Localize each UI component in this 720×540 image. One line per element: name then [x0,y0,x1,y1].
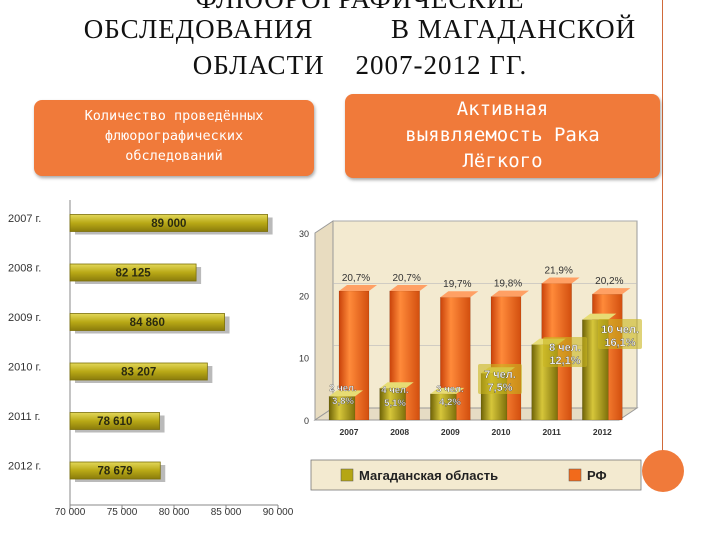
legend-label-rf: РФ [587,468,607,483]
magadan-label-bg [478,364,522,394]
magadan-label-count: 2 чел. [329,383,356,394]
slide-title-line-2: ОБЛАСТИ 2007-2012 ГГ. [192,50,528,80]
x-tick-label: 70 000 [55,507,86,518]
bar [69,263,197,282]
decorative-circle [642,450,684,492]
magadan-label-percent: 5,1% [384,398,406,409]
magadan-label-percent: 4,2% [439,397,461,408]
category-label: 2010 г. [8,362,41,374]
screenings-bar-chart: 70 000 75 000 80 000 85 000 90 000 2007 г. 89 … [8,200,294,518]
bar [69,461,161,480]
y-tick-label: 10 [299,354,309,364]
magadan-label-percent: 12,1% [549,355,580,367]
rf-value-label: 20,7% [342,273,370,284]
rf-bar-top [389,284,428,291]
rf-bar-top [339,284,377,291]
magadan-label-count: 10 чел. [601,324,639,336]
x-category-label: 2012 [593,427,612,437]
bar-value-label: 78 610 [97,416,132,428]
decorative-line [662,0,663,455]
category-label: 2009 г. [8,312,41,324]
magadan-bar-top [430,387,465,394]
y-tick-label: 20 [299,291,309,301]
bar-value-label: 78 679 [98,466,133,478]
left-caption-box: Количество проведённых флюорографических… [34,100,314,176]
left-caption-line: Количество проведённых [84,108,264,124]
category-label: 2012 г. [8,461,41,473]
right-caption-line: выявляемость Рака [405,124,600,146]
slide-title-line-0: ФЛЮОРОГРАФИЧЕСКИЕ [0,0,720,15]
x-tick-label: 90 000 [263,507,294,518]
rf-bar-top [491,290,529,297]
bar [69,214,269,232]
x-category-label: 2007 [340,427,359,437]
rf-bar-top [592,288,631,295]
legend-label-magadan: Магаданская область [359,468,498,483]
lung-cancer-detection-chart: 0 10 20 30 20,7% 2007 20,7% 2008 19,7% 2009 19,8% 2… [299,220,642,491]
magadan-label-count: 4 чел. [381,385,408,396]
x-category-label: 2008 [390,427,409,437]
legend-swatch-rf [568,468,582,482]
magadan-label-bg [543,337,587,367]
rf-bar-top [440,291,479,298]
bar-value-label: 83 207 [121,367,156,379]
legend-swatch-magadan [340,468,354,482]
legend: Магаданская область РФ [310,459,642,491]
legend-box [310,459,642,491]
rf-value-label: 19,8% [494,279,522,290]
y-tick-label: 30 [299,229,309,239]
category-label: 2007 г. [8,213,41,225]
magadan-label-percent: 3,8% [332,396,354,407]
bar [69,313,225,331]
x-category-label: 2010 [492,427,511,437]
x-tick-label: 85 000 [211,507,242,518]
bar-value-label: 82 125 [115,268,151,280]
rf-value-label: 19,7% [443,279,471,290]
y-tick-label: 0 [304,416,309,426]
magadan-label-bg [598,319,642,349]
rf-value-label: 20,7% [392,273,420,284]
bar-value-label: 89 000 [151,218,186,230]
right-caption-box: Активная выявляемость Рака Лёгкого [345,94,660,178]
x-tick-label: 75 000 [107,507,138,518]
magadan-label-percent: 7,5% [487,382,512,394]
magadan-bar [379,387,406,421]
magadan-label-count: 8 чел. [549,342,581,354]
right-caption-line: Активная [456,98,549,120]
x-category-label: 2009 [441,427,460,437]
left-caption-line: флюорографических [104,128,244,144]
rf-value-label: 20,2% [595,276,623,287]
bar [69,362,208,381]
category-label: 2008 г. [8,263,41,275]
left-caption-line: обследований [125,148,223,164]
rf-value-label: 21,9% [544,265,572,276]
category-label: 2011 г. [8,411,40,423]
magadan-bar [430,393,457,421]
magadan-bar-top [379,382,414,389]
magadan-bar [328,396,356,421]
x-tick-label: 80 000 [159,507,190,518]
x-category-label: 2011 [542,427,561,437]
bar-value-label: 84 860 [130,317,165,329]
bar [69,412,160,430]
magadan-label-count: 7 чел. [484,369,516,381]
magadan-bar-top [329,390,363,397]
magadan-label-count: 3 чел. [436,384,463,395]
slide-title-line-1: ОБСЛЕДОВАНИЯ В МАГАДАНСКОЙ [83,14,637,44]
right-caption-line: Лёгкого [462,150,543,172]
magadan-label-percent: 16,1% [604,337,635,349]
magadan-bar-top [582,313,617,320]
rf-bar-top [541,277,580,284]
